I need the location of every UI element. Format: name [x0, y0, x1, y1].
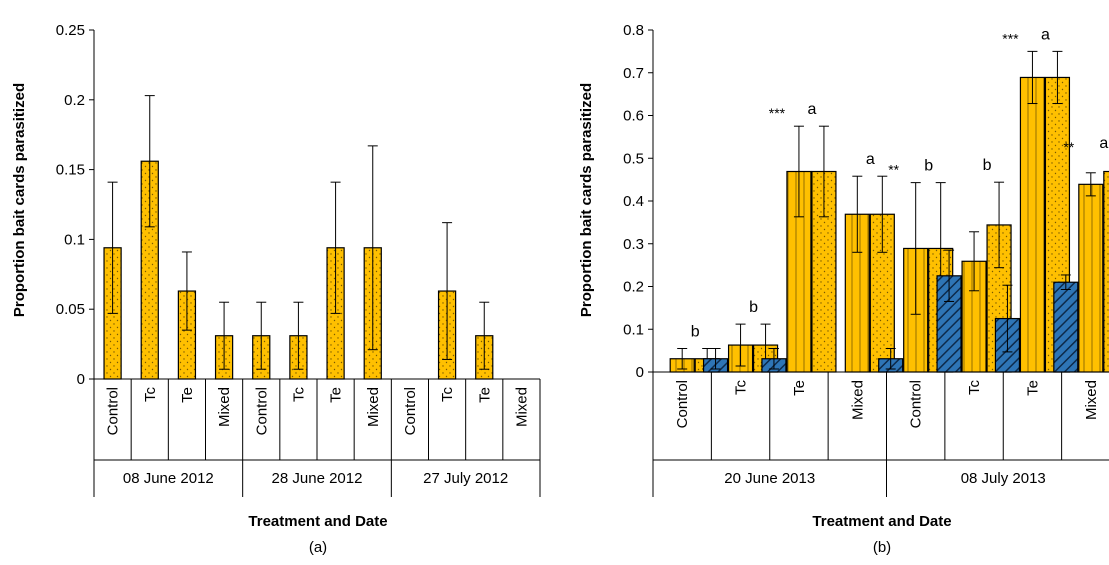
panel-b-letter-label: a [866, 151, 875, 168]
panel-b-letter-label: a [1099, 135, 1108, 152]
panel-b-letter-label: a [1041, 26, 1050, 43]
panel-b-bar-series-2 [1020, 77, 1044, 372]
panel-b-category-label: Te [791, 380, 808, 396]
panel-a-category-label: Mixed [365, 387, 382, 427]
panel-b-significance-label: ** [1063, 139, 1074, 155]
panel-a-category-label: Te [476, 387, 493, 403]
panel-a-group-label: 08 June 2012 [123, 470, 214, 487]
panel-a-y-tick-label: 0.15 [56, 162, 85, 179]
panel-a-x-axis-title: Treatment and Date [248, 513, 387, 530]
panel-b-letter-label: a [807, 101, 816, 118]
panel-b-y-tick-label: 0.6 [623, 108, 644, 125]
panel-a-y-tick-label: 0.05 [56, 301, 85, 318]
panel-b-y-tick-label: 0.7 [623, 65, 644, 82]
panel-b-bar-series-3 [1104, 172, 1109, 372]
panel-a-category-label: Te [328, 387, 345, 403]
panel-b-significance-label: *** [1002, 30, 1019, 46]
panel-a-y-axis-title: Proportion bait cards parasitized [11, 83, 28, 317]
panel-b-category-label: Control [674, 380, 691, 428]
panel-b-y-tick-label: 0.4 [623, 193, 644, 210]
panel-a-category-label: Tc [290, 387, 307, 403]
panel-b-significance-label: ** [888, 162, 899, 178]
panel-b-y-tick-label: 0.5 [623, 150, 644, 167]
panel-b-y-tick-label: 0.3 [623, 236, 644, 253]
panel-b-y-tick-label: 0 [636, 364, 644, 381]
panel-b-y-tick-label: 0.8 [623, 22, 644, 39]
panel-b-bar-series-1 [1054, 282, 1078, 372]
panel-b-group-label: 08 July 2013 [961, 470, 1046, 487]
panel-b-chart: 0 0.1 0.2 0.3 0.4 0.5 0.6 0.7 0.8 Control Tc Te Mixe… [623, 22, 1109, 497]
panel-b-group-label: 20 June 2013 [724, 470, 815, 487]
panel-a-y-tick-label: 0.1 [64, 231, 85, 248]
panel-a-group-label: 27 July 2012 [423, 470, 508, 487]
panel-a-category-label: Tc [439, 387, 456, 403]
panel-b-category-label: Mixed [1083, 380, 1100, 420]
panel-b-y-tick-label: 0.2 [623, 279, 644, 296]
panel-a-label: (a) [309, 539, 327, 556]
panel-a-category-label: Control [402, 387, 419, 435]
panel-b-y-tick-label: 0.1 [623, 321, 644, 338]
panel-b-category-label: Tc [966, 380, 983, 396]
panel-b-significance-label: *** [769, 105, 786, 121]
panel-a-y-tick-label: 0.2 [64, 92, 85, 109]
panel-b-letter-label: b [749, 299, 758, 316]
panel-b-letter-label: b [691, 323, 700, 340]
panel-b-label: (b) [873, 539, 891, 556]
panel-a-category-label: Mixed [513, 387, 530, 427]
panel-b-category-label: Control [908, 380, 925, 428]
panel-b-letter-label: b [924, 158, 933, 175]
panel-a-category-label: Mixed [216, 387, 233, 427]
panel-b-bar-series-2 [1079, 184, 1103, 372]
panel-a-group-label: 28 June 2012 [272, 470, 363, 487]
panel-b-category-label: Mixed [849, 380, 866, 420]
panel-a-chart: 0 0.05 0.1 0.15 0.2 0.25 Control Tc Te Mixed Contr… [56, 22, 540, 497]
panel-b-category-label: Tc [733, 380, 750, 396]
panel-b-letter-label: b [983, 157, 992, 174]
panel-a-y-tick-label: 0.25 [56, 22, 85, 39]
panel-b-y-axis-title: Proportion bait cards parasitized [578, 83, 595, 317]
panel-a-category-label: Control [253, 387, 270, 435]
panel-b-category-label: Te [1024, 380, 1041, 396]
panel-b-x-axis-title: Treatment and Date [812, 513, 951, 530]
panel-a-category-label: Control [105, 387, 122, 435]
panel-a-category-label: Te [179, 387, 196, 403]
panel-a-category-label: Tc [142, 387, 159, 403]
panel-a-y-tick-label: 0 [77, 371, 85, 388]
